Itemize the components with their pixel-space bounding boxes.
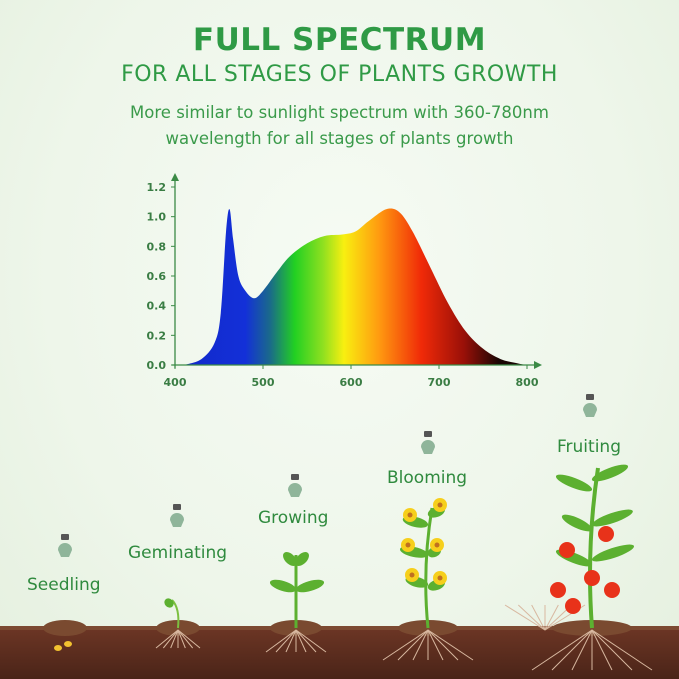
y-tick-label: 0.4 — [147, 300, 167, 313]
leaf — [295, 552, 309, 566]
root — [591, 629, 613, 671]
flower-center — [407, 512, 413, 518]
tomato — [550, 582, 566, 598]
stage-label-seedling: Seedling — [27, 575, 101, 595]
root — [275, 629, 297, 653]
tomato — [584, 570, 600, 586]
root — [170, 629, 179, 649]
y-tick-label: 1.0 — [147, 211, 167, 224]
spectrum-area — [183, 208, 528, 365]
bulb-base — [424, 431, 432, 437]
description: More similar to sunlight spectrum with 3… — [0, 100, 679, 152]
stage-label-growing: Growing — [258, 508, 329, 528]
bulb-icon — [288, 483, 302, 497]
y-axis-arrow — [171, 173, 179, 181]
root — [551, 629, 593, 671]
stage-label-fruiting: Fruiting — [557, 437, 621, 457]
root — [591, 629, 653, 671]
y-tick-label: 1.2 — [147, 181, 167, 194]
flower-center — [434, 542, 440, 548]
x-tick-label: 500 — [252, 376, 275, 389]
root — [285, 629, 297, 653]
root — [517, 604, 546, 631]
root — [177, 629, 201, 649]
root — [531, 604, 546, 631]
bulb-icon — [170, 513, 184, 527]
root — [162, 629, 179, 649]
bulb-base — [61, 534, 69, 540]
leaf — [555, 474, 593, 492]
seed — [64, 641, 72, 647]
bulb-base — [586, 394, 594, 400]
sprout-leaf — [164, 598, 174, 608]
description-line: More similar to sunlight spectrum with 3… — [130, 103, 549, 122]
root — [591, 629, 633, 671]
leaf — [269, 579, 297, 593]
root — [571, 629, 593, 671]
bulb-icon — [421, 440, 435, 454]
x-axis-arrow — [534, 361, 542, 369]
flower-center — [409, 572, 415, 578]
y-tick-label: 0.2 — [147, 329, 167, 342]
bulb-icon — [583, 403, 597, 417]
stage-label-geminating: Geminating — [128, 543, 228, 563]
stem — [588, 467, 600, 629]
page-title: FULL SPECTRUM — [192, 22, 487, 58]
soil — [0, 630, 679, 679]
root — [265, 629, 297, 653]
flower-center — [405, 542, 411, 548]
root — [427, 629, 444, 661]
y-tick-label: 0.8 — [147, 240, 167, 253]
root — [427, 629, 459, 661]
stem — [171, 599, 180, 629]
x-tick-label: 700 — [428, 376, 451, 389]
flower-center — [437, 502, 443, 508]
bulb-icon — [58, 543, 72, 557]
y-tick-label: 0.6 — [147, 270, 167, 283]
leaf — [591, 509, 633, 527]
soil-surface — [0, 626, 679, 632]
root — [427, 629, 474, 661]
y-tick-label: 0.0 — [147, 359, 167, 372]
x-tick-label: 600 — [340, 376, 363, 389]
leaf — [591, 544, 635, 562]
root — [295, 629, 307, 653]
bulb-base — [291, 474, 299, 480]
root — [412, 629, 429, 661]
seed — [54, 645, 62, 651]
root — [295, 629, 327, 653]
root — [382, 629, 429, 661]
description-line: wavelength for all stages of plants grow… — [165, 129, 514, 148]
root — [504, 604, 546, 631]
spectrum-chart: 400 500 600 700 800 0.0 0.2 0.4 0.6 0.8 1.0 1.2 — [147, 173, 542, 389]
bulb-base — [173, 504, 181, 510]
root — [531, 629, 593, 671]
stem — [424, 507, 434, 629]
root — [544, 604, 586, 631]
x-tick-label: 400 — [164, 376, 187, 389]
tomato — [604, 582, 620, 598]
root — [397, 629, 429, 661]
page-subtitle: FOR ALL STAGES OF PLANTS GROWTH — [121, 62, 558, 87]
flower-center — [437, 575, 443, 581]
soil-mound — [43, 620, 87, 636]
stage-label-blooming: Blooming — [387, 468, 468, 488]
leaf — [561, 514, 593, 532]
tomato — [559, 542, 575, 558]
root — [544, 604, 559, 631]
leaf — [295, 579, 325, 593]
leaf — [283, 552, 297, 566]
x-tick-label: 800 — [516, 376, 539, 389]
tomato — [598, 526, 614, 542]
leaf — [591, 464, 629, 482]
tomato — [565, 598, 581, 614]
